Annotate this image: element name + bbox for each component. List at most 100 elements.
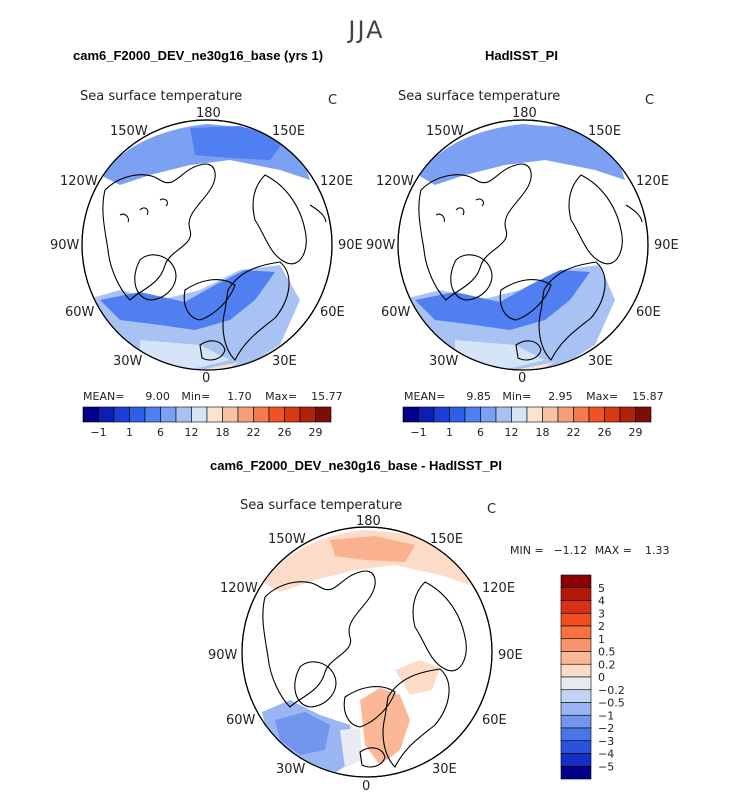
panel3-colorbar-tick-label: 3 bbox=[598, 607, 605, 620]
panel3-colorbar-swatch bbox=[560, 702, 592, 716]
panel1-colorbar-swatch bbox=[144, 406, 161, 423]
panel3-colorbar-swatch bbox=[560, 587, 592, 601]
panel1-lon-180: 180 bbox=[196, 106, 221, 121]
panel1-colorbar-swatch bbox=[253, 406, 270, 423]
panel3-max-label: MAX = bbox=[594, 544, 632, 557]
panel2-field bbox=[400, 124, 625, 370]
panel1-coastlines bbox=[102, 163, 327, 361]
panel3-lon-30w: 30W bbox=[276, 762, 306, 777]
panel2-lon-180: 180 bbox=[512, 106, 537, 121]
panel1-colorbar-swatch bbox=[284, 406, 301, 423]
panel2-lon-60w: 60W bbox=[381, 305, 411, 320]
panel3-pacific-warm2 bbox=[330, 536, 415, 562]
panel1-colorbar-tick-label: 26 bbox=[278, 426, 292, 439]
panel3-coastlines bbox=[262, 570, 467, 768]
panel2-colorbar-tick-label: −1 bbox=[410, 426, 426, 439]
panel1-colorbar-swatch bbox=[237, 406, 254, 423]
panel3-variable-name: Sea surface temperature bbox=[240, 498, 403, 513]
panel2-colorbar-tick-label: 12 bbox=[505, 426, 519, 439]
panel2-lon-30e: 30E bbox=[588, 354, 613, 369]
panel3-atlantic-cold2 bbox=[275, 712, 330, 755]
panel1-colorbar-tick-label: 6 bbox=[157, 426, 164, 439]
panel2-colorbar-tick-label: 1 bbox=[446, 426, 453, 439]
panel2-colorbar-swatch bbox=[588, 406, 605, 423]
panel3-colorbar-swatch bbox=[560, 689, 592, 703]
panel2-colorbar-swatch bbox=[619, 406, 636, 423]
panel2-colorbar-swatch bbox=[495, 406, 512, 423]
panel2-colorbar-swatch bbox=[557, 406, 574, 423]
panel1-map bbox=[81, 119, 333, 371]
panel1-lon-0: 0 bbox=[202, 371, 211, 386]
panel3-barents-warm bbox=[395, 660, 440, 695]
panel2-variable-name: Sea surface temperature bbox=[398, 89, 561, 104]
panel1-lon-150w: 150W bbox=[110, 124, 148, 139]
panel3-unit: C bbox=[487, 502, 497, 517]
panel3-lon-180: 180 bbox=[356, 514, 381, 529]
panel2-max-label: Max= bbox=[586, 390, 619, 403]
panel1-lon-150e: 150E bbox=[272, 124, 306, 139]
panel2-colorbar-swatch bbox=[402, 406, 419, 423]
panel2-colorbar-swatch bbox=[418, 406, 435, 423]
panel1-stats: MEAN= 9.00 Min= 1.70 Max= 15.77 bbox=[83, 390, 343, 403]
panel3-colorbar-tick-label: −4 bbox=[598, 748, 614, 761]
panel3-colorbar-swatch bbox=[560, 676, 592, 691]
panel3-colorbar-swatch bbox=[560, 727, 592, 742]
panel2-colorbar bbox=[402, 406, 652, 423]
panel1-field bbox=[85, 124, 310, 370]
panel2-lon-90e: 90E bbox=[654, 238, 679, 253]
panel3-colorbar-tick-label: 4 bbox=[598, 595, 605, 608]
panel3-colorbar-tick-label: 2 bbox=[598, 620, 605, 633]
panel3-norwegian-warm bbox=[360, 688, 410, 765]
panel1-colorbar-swatch bbox=[206, 406, 223, 423]
panel3-colorbar-swatch bbox=[560, 574, 592, 589]
panel2-min-label: Min= bbox=[502, 390, 532, 403]
panel3-lon-120e: 120E bbox=[482, 581, 516, 596]
panel1-colorbar-tick-label: 12 bbox=[185, 426, 199, 439]
panel3-colorbar-swatch bbox=[560, 740, 592, 754]
panel1-title: cam6_F2000_DEV_ne30g16_base (yrs 1) bbox=[73, 48, 324, 63]
panel3-colorbar-swatch bbox=[560, 651, 592, 665]
panel1-colorbar-swatch bbox=[191, 406, 208, 423]
panel3-colorbar-tick-label: 0 bbox=[598, 671, 605, 684]
panel2-lon-0: 0 bbox=[518, 371, 527, 386]
panel3-min-label: MIN = bbox=[510, 544, 544, 557]
panel2-min-value: 2.95 bbox=[548, 390, 573, 403]
panel3-colorbar-swatch bbox=[560, 612, 592, 627]
panel3-colorbar-swatch bbox=[560, 714, 592, 729]
panel2-colorbar-ticks: −1 1 6 12 18 22 26 29 bbox=[410, 426, 642, 439]
panel1-colorbar-tick-label: −1 bbox=[90, 426, 106, 439]
panel3-lon-150e: 150E bbox=[430, 532, 464, 547]
panel3-neutral bbox=[340, 728, 362, 768]
panel2-colorbar-tick-label: 18 bbox=[536, 426, 550, 439]
panel2-colorbar-swatch bbox=[480, 406, 497, 423]
panel2-colorbar-swatch bbox=[526, 406, 543, 423]
panel2-lon-150e: 150E bbox=[588, 124, 622, 139]
panel1-max-label: Max= bbox=[265, 390, 298, 403]
panel1-variable-name: Sea surface temperature bbox=[80, 89, 243, 104]
panel2-max-value: 15.87 bbox=[632, 390, 664, 403]
panel1-lon-90w: 90W bbox=[50, 238, 80, 253]
panel1-colorbar-swatch bbox=[129, 406, 146, 423]
panel3-lon-120w: 120W bbox=[220, 581, 258, 596]
panel2-colorbar-tick-label: 29 bbox=[629, 426, 643, 439]
panel2-lon-150w: 150W bbox=[426, 124, 464, 139]
panel2-atlantic-mid bbox=[415, 270, 590, 330]
panel1-lon-120e: 120E bbox=[320, 174, 354, 189]
panel1-colorbar-swatch bbox=[160, 406, 177, 423]
panel3-colorbar-tick-label: −2 bbox=[598, 722, 614, 735]
panel3-pacific-warm bbox=[262, 530, 470, 592]
panel3-colorbar-swatch bbox=[560, 625, 592, 640]
panel1-pacific-inner bbox=[190, 126, 285, 160]
panel1-lon-90e: 90E bbox=[338, 238, 363, 253]
panel1-colorbar bbox=[82, 406, 332, 423]
panel3-colorbar-swatch bbox=[560, 600, 592, 614]
panel2-colorbar-swatch bbox=[635, 406, 652, 423]
panel1-colorbar-swatch bbox=[175, 406, 192, 423]
panel2-unit: C bbox=[645, 93, 655, 108]
panel1-unit: C bbox=[328, 93, 338, 108]
panel3-max-value: 1.33 bbox=[644, 544, 670, 557]
panel1-max-value: 15.77 bbox=[311, 390, 343, 403]
panel3-colorbar-tick-label: 0.2 bbox=[598, 658, 616, 671]
